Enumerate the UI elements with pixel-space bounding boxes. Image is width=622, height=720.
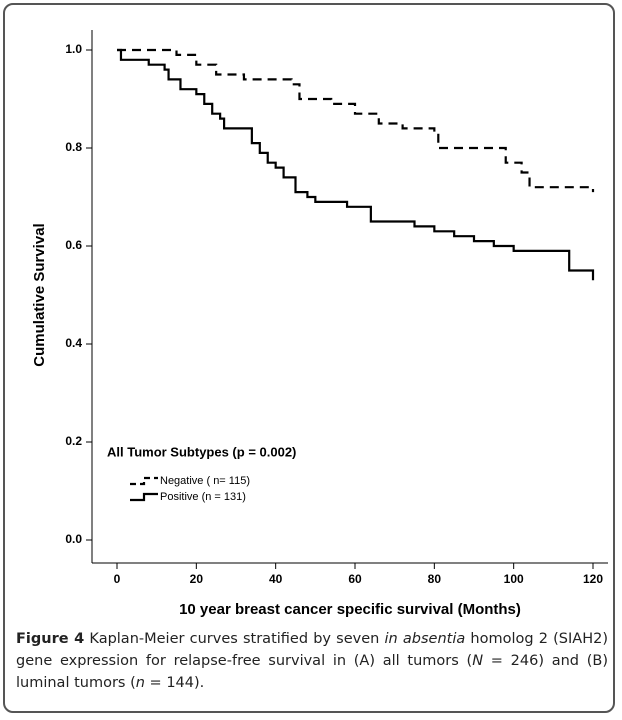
y-axis-label: Cumulative Survival [31, 223, 48, 366]
x-axis-label: 10 year breast cancer specific survival … [179, 601, 521, 618]
caption-text: = 144). [144, 675, 205, 691]
legend-title: All Tumor Subtypes (p = 0.002) [107, 444, 296, 459]
caption-text: Kaplan-Meier curves stratified by seven [84, 631, 385, 647]
x-tick-label: 120 [583, 572, 603, 586]
survival-curve [117, 48, 595, 193]
y-tick-label: 0.4 [65, 336, 82, 350]
x-tick-label: 60 [348, 572, 362, 586]
legend-label: Negative ( n= 115) [160, 475, 250, 487]
legend-swatch [130, 476, 158, 486]
caption-text: homolog 2 (SIAH2) gene expression for re… [16, 631, 608, 669]
y-tick-label: 0.6 [65, 238, 82, 252]
y-tick-label: 0.0 [65, 532, 82, 546]
x-tick-label: 20 [190, 572, 204, 586]
caption-text: in absentia [384, 631, 466, 647]
y-tick-label: 1.0 [65, 42, 82, 56]
x-tick-label: 80 [428, 572, 442, 586]
x-tick-label: 0 [114, 572, 121, 586]
y-tick-label: 0.8 [65, 140, 82, 154]
caption-text: n [135, 675, 145, 691]
caption-text: = 246) and (B) luminal tumors ( [16, 653, 608, 691]
survival-curve [117, 48, 595, 281]
figure-frame [3, 3, 615, 713]
legend-label: Positive (n = 131) [160, 491, 246, 503]
caption-text: N [472, 653, 484, 669]
chart: Cumulative Survival 10 year breast cance… [31, 30, 608, 618]
y-tick-label: 0.2 [65, 434, 82, 448]
legend-swatch [130, 492, 158, 502]
caption-label: Figure 4 [16, 631, 85, 647]
caption: Figure 4 Kaplan-Meier curves stratified … [16, 628, 608, 694]
x-tick-label: 100 [504, 572, 524, 586]
x-tick-label: 40 [269, 572, 283, 586]
